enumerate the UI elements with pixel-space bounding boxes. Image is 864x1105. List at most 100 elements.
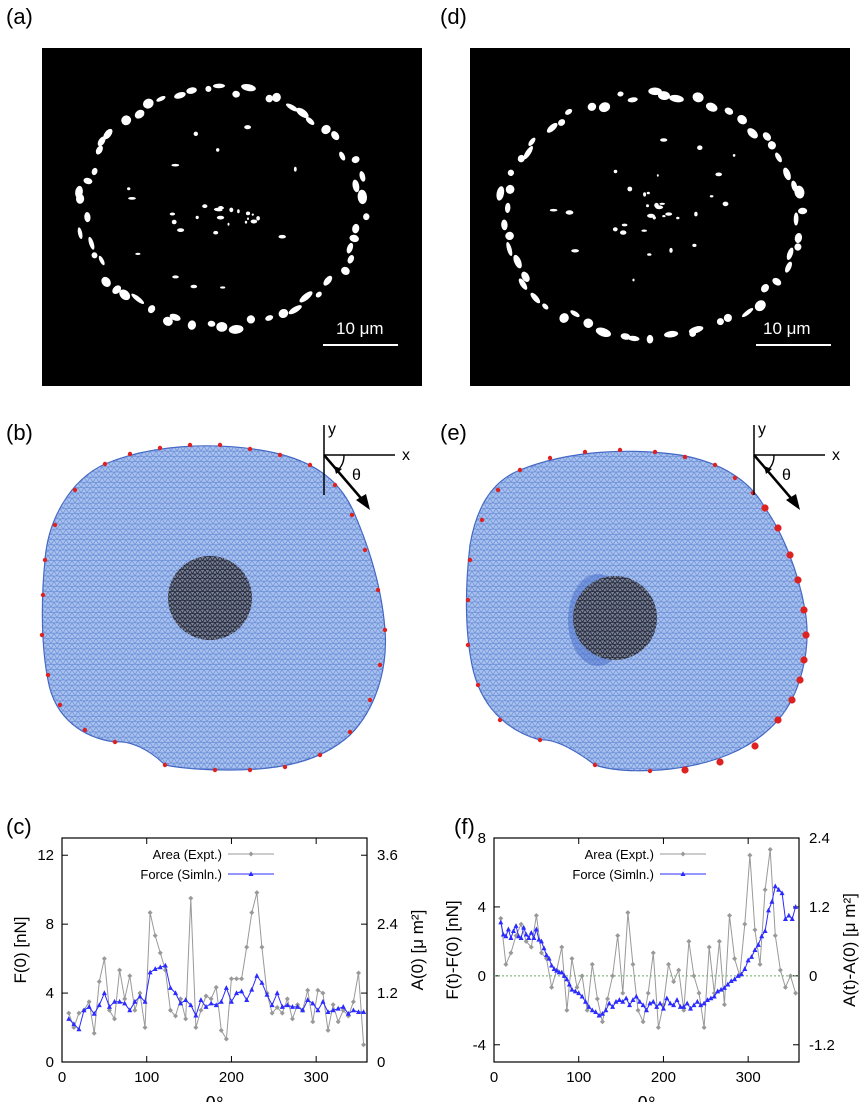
y-tick-label-left: 4 — [478, 899, 486, 916]
adhesion-blob — [349, 234, 359, 243]
data-point — [777, 967, 783, 973]
data-point — [664, 995, 670, 1001]
data-point — [183, 1016, 189, 1022]
data-point — [289, 1004, 295, 1009]
data-point — [213, 984, 219, 990]
adhesion-blob — [613, 169, 618, 174]
data-point — [559, 944, 565, 950]
adhesion-blob — [697, 145, 703, 150]
y-tick-label-left: 4 — [46, 985, 54, 1002]
data-point — [523, 938, 529, 944]
data-point — [667, 1000, 673, 1006]
adhesion-blob — [646, 204, 649, 208]
adhesion-blob — [142, 98, 154, 109]
adhesion-blob — [272, 92, 281, 102]
adhesion-blob — [193, 131, 198, 136]
data-point — [188, 1002, 194, 1008]
data-point — [561, 973, 567, 978]
adhesion-blob — [245, 211, 251, 216]
data-point — [203, 993, 209, 999]
scale-bar-line-d — [756, 344, 831, 346]
data-point — [101, 990, 107, 996]
adhesion-blob — [655, 205, 664, 210]
data-point — [782, 984, 788, 990]
data-point — [705, 997, 710, 1002]
x-tick-label: 200 — [651, 1069, 676, 1086]
axes-inset-b: y x θ — [323, 421, 410, 510]
data-point — [633, 993, 639, 999]
adhesion-blob — [220, 286, 226, 289]
data-point — [137, 993, 143, 999]
adhesion-point — [517, 467, 523, 473]
data-point — [650, 950, 656, 956]
data-point — [218, 1027, 224, 1033]
axes-inset-e: y x θ — [753, 421, 840, 510]
data-point — [647, 1000, 653, 1006]
data-point — [335, 1005, 341, 1011]
adhesion-blob — [660, 138, 668, 142]
series-line — [500, 885, 797, 1017]
adhesion-point — [82, 727, 88, 733]
data-point — [345, 1013, 351, 1019]
data-point — [356, 1009, 362, 1015]
data-point — [752, 927, 758, 933]
adhesion-point — [282, 764, 288, 770]
adhesion-blob — [127, 187, 131, 191]
adhesion-point — [162, 762, 168, 768]
adhesion-point — [475, 682, 481, 688]
data-point — [152, 966, 158, 971]
adhesion-point — [652, 449, 658, 455]
plot-frame — [493, 837, 800, 1063]
data-point — [742, 966, 748, 971]
y-axis-label-right: A(0) [μ m²] — [408, 910, 427, 991]
data-point — [640, 1002, 646, 1008]
adhesion-point — [277, 452, 283, 458]
adhesion-blob — [227, 222, 230, 226]
data-point — [766, 907, 771, 913]
data-point — [593, 1009, 599, 1015]
adhesion-blob — [785, 261, 792, 273]
data-point — [747, 852, 753, 858]
adhesion-blob — [627, 97, 638, 103]
data-point — [698, 1002, 704, 1008]
data-point — [715, 988, 721, 994]
legend-label: Force (Simln.) — [572, 867, 654, 882]
adhesion-blob — [647, 253, 652, 256]
data-point — [127, 1007, 133, 1013]
adhesion-blob — [171, 163, 180, 167]
data-point — [249, 986, 255, 992]
adhesion-blob — [570, 310, 580, 318]
data-point — [86, 1004, 92, 1009]
adhesion-blob — [747, 128, 758, 139]
data-point — [264, 992, 270, 997]
y-axis-label-left: F(0) [nN] — [11, 916, 30, 983]
legend-label: Area (Expt.) — [585, 847, 654, 862]
adhesion-blob — [505, 184, 515, 194]
adhesion-point — [40, 592, 46, 598]
data-point — [630, 961, 636, 967]
data-point — [623, 995, 629, 1001]
data-point — [742, 921, 748, 927]
data-point — [340, 1004, 346, 1009]
adhesion-blob — [83, 177, 93, 185]
data-point — [193, 1012, 199, 1018]
y-tick-label-right: 0 — [809, 968, 817, 985]
adhesion-blob — [265, 94, 274, 103]
adhesion-blob — [632, 278, 635, 282]
adhesion-point — [786, 551, 794, 559]
data-point — [569, 986, 575, 992]
adhesion-point — [617, 447, 623, 453]
adhesion-blob — [646, 191, 650, 195]
adhesion-blob — [617, 91, 624, 97]
data-point — [701, 1025, 707, 1031]
data-point — [228, 998, 234, 1004]
data-point — [749, 954, 755, 959]
legend-label: Area (Expt.) — [153, 847, 222, 862]
scale-bar-line-a — [323, 344, 398, 346]
adhesion-blob — [507, 169, 515, 176]
adhesion-blob — [351, 156, 360, 164]
data-point — [516, 933, 522, 939]
adhesion-point — [382, 627, 388, 633]
legend-marker — [680, 871, 686, 876]
data-point — [776, 886, 782, 892]
